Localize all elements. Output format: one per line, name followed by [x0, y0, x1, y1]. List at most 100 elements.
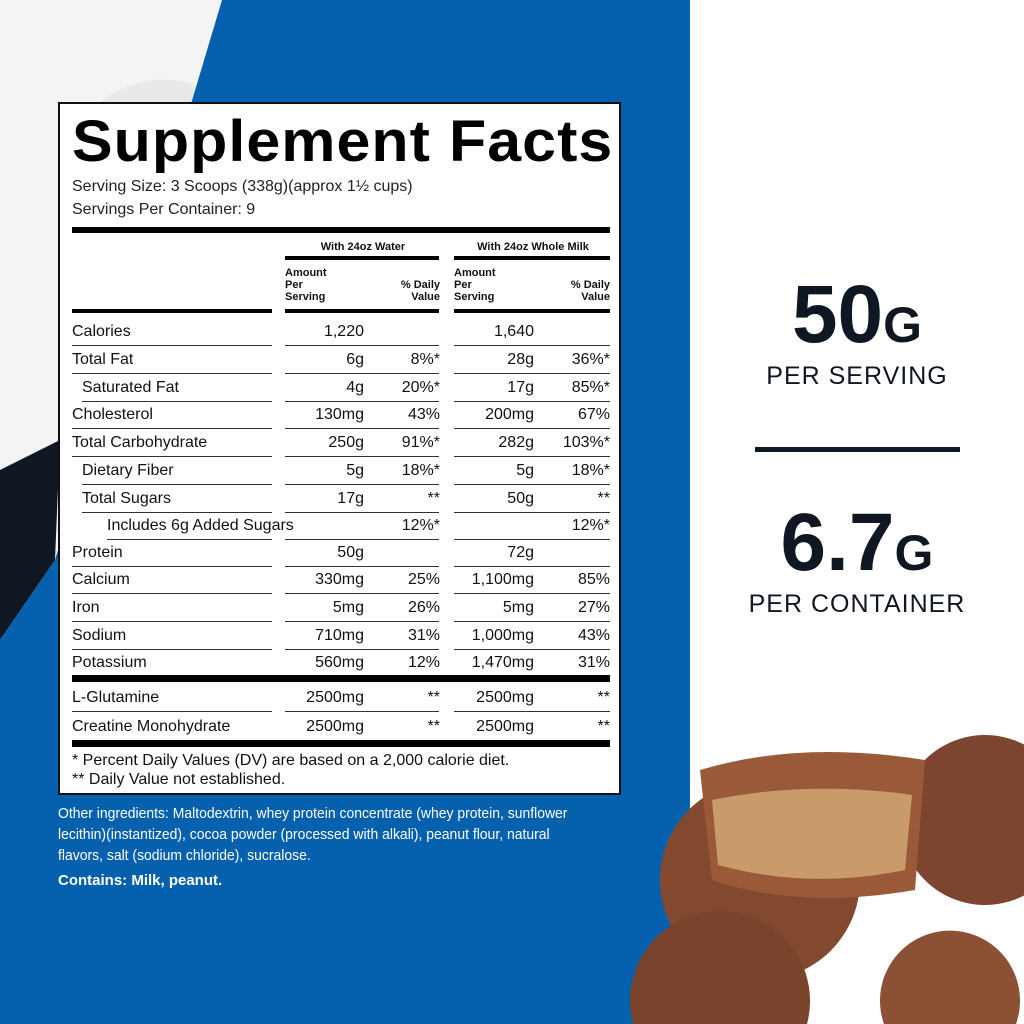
milk-dv: ** [597, 718, 610, 735]
milk-amount: 28g [507, 351, 534, 368]
milk-dv: ** [597, 689, 610, 706]
water-dv: ** [427, 490, 440, 507]
water-amount: 2500mg [306, 689, 364, 706]
nutrient-row: Dietary Fiber 5g 18%* 5g 18%* [72, 457, 610, 485]
stat-value: 50 [791, 269, 884, 360]
nutrient-row: Iron 5mg 26% 5mg 27% [72, 594, 610, 622]
nutrient-name: Sodium [72, 627, 127, 644]
nutrient-row: Total Sugars 17g ** 50g ** [72, 485, 610, 513]
milk-dv: 31% [577, 654, 610, 671]
water-amount: 330mg [315, 571, 364, 588]
divider [72, 740, 610, 747]
column-milk-header: With 24oz Whole Milk [477, 241, 589, 253]
nutrient-name: Iron [72, 599, 100, 616]
milk-dv: 85% [577, 571, 610, 588]
milk-dv: 36%* [571, 351, 610, 368]
nutrient-name: Calcium [72, 571, 130, 588]
water-amount: 130mg [315, 406, 364, 423]
nutrient-name: Creatine Monohydrate [72, 718, 231, 735]
divider [72, 309, 272, 313]
divider [72, 675, 610, 682]
nutrient-row: Calories 1,220 1,640 [72, 318, 610, 346]
milk-dv: 85%* [571, 379, 610, 396]
milk-amount: 1,640 [493, 323, 534, 340]
milk-amount: 5g [516, 462, 534, 479]
nutrient-row: L-Glutamine 2500mg ** 2500mg ** [72, 684, 610, 712]
dv-header-water: % Daily Value [400, 279, 440, 303]
nutrient-name: Saturated Fat [82, 379, 179, 396]
water-dv: 12%* [401, 517, 440, 534]
water-amount: 17g [337, 490, 364, 507]
milk-amount: 17g [507, 379, 534, 396]
water-dv: 8%* [410, 351, 440, 368]
divider [454, 309, 610, 313]
water-amount: 2500mg [306, 718, 364, 735]
milk-amount: 2500mg [476, 689, 534, 706]
nutrient-row: Potassium 560mg 12% 1,470mg 31% [72, 649, 610, 677]
water-dv: 43% [407, 406, 440, 423]
milk-amount: 282g [498, 434, 534, 451]
servings-per-container: Servings Per Container: 9 [72, 201, 256, 218]
footnote-not-established: ** Daily Value not established. [72, 771, 286, 788]
navy-stripe [0, 440, 60, 640]
water-amount: 5g [346, 462, 364, 479]
milk-dv: 18%* [571, 462, 610, 479]
water-amount: 1,220 [323, 323, 364, 340]
nutrient-row: Cholesterol 130mg 43% 200mg 67% [72, 401, 610, 429]
stat-unit: G [883, 297, 923, 353]
water-dv: 31% [407, 627, 440, 644]
stat-per-container: 6.7G PER CONTAINER [690, 496, 1024, 619]
nutrient-name: Calories [72, 323, 131, 340]
nutrient-row: Total Fat 6g 8%* 28g 36%* [72, 346, 610, 374]
water-dv: 25% [407, 571, 440, 588]
water-dv: ** [427, 718, 440, 735]
amount-header-water: Amount Per Serving [285, 267, 327, 303]
nutrient-row: Calcium 330mg 25% 1,100mg 85% [72, 566, 610, 594]
nutrient-row: Includes 6g Added Sugars 12%* 12%* [72, 512, 610, 540]
nutrient-row: Sodium 710mg 31% 1,000mg 43% [72, 622, 610, 650]
nutrient-name: Total Fat [72, 351, 134, 368]
nutrient-row: Saturated Fat 4g 20%* 17g 85%* [72, 374, 610, 402]
peanut-butter-cups-image [630, 734, 1024, 1024]
nutrient-row: Creatine Monohydrate 2500mg ** 2500mg ** [72, 713, 610, 741]
stat-caption: PER CONTAINER [748, 590, 966, 618]
amount-header-milk: Amount Per Serving [454, 267, 496, 303]
water-amount: 4g [346, 379, 364, 396]
nutrient-name: Protein [72, 544, 123, 561]
nutrient-name: Potassium [72, 654, 147, 671]
milk-amount: 200mg [485, 406, 534, 423]
nutrient-name: L-Glutamine [72, 689, 160, 706]
water-dv: 91%* [401, 434, 440, 451]
water-amount: 50g [337, 544, 364, 561]
column-water-header: With 24oz Water [320, 241, 406, 253]
stat-unit: G [894, 525, 934, 581]
water-dv: 26% [407, 599, 440, 616]
divider [454, 256, 610, 260]
stat-divider [755, 447, 960, 452]
milk-amount: 1,100mg [471, 571, 534, 588]
milk-dv: 27% [577, 599, 610, 616]
milk-dv: ** [597, 490, 610, 507]
nutrient-name: Cholesterol [72, 406, 153, 423]
divider [285, 256, 439, 260]
water-dv: ** [427, 689, 440, 706]
milk-dv: 103%* [562, 434, 610, 451]
milk-amount: 2500mg [476, 718, 534, 735]
milk-amount: 1,000mg [471, 627, 534, 644]
nutrient-row: Total Carbohydrate 250g 91%* 282g 103%* [72, 429, 610, 457]
nutrient-name: Includes 6g Added Sugars [107, 517, 294, 534]
stat-value: 6.7 [780, 497, 895, 588]
stat-caption: PER SERVING [766, 362, 948, 390]
milk-dv: 67% [577, 406, 610, 423]
nutrient-name: Dietary Fiber [82, 462, 174, 479]
milk-amount: 5mg [502, 599, 534, 616]
water-dv: 12% [407, 654, 440, 671]
supplement-facts-label: Supplement Facts Serving Size: 3 Scoops … [58, 102, 621, 795]
milk-amount: 1,470mg [471, 654, 534, 671]
divider [72, 227, 610, 233]
milk-dv: 12%* [571, 517, 610, 534]
label-title: Supplement Facts [72, 109, 614, 174]
divider [285, 309, 439, 313]
nutrient-name: Total Sugars [82, 490, 171, 507]
other-ingredients: Other ingredients: Maltodextrin, whey pr… [58, 805, 568, 864]
